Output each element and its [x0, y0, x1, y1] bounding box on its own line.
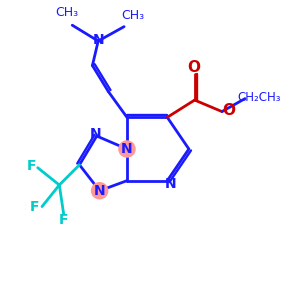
Text: O: O: [223, 103, 236, 118]
Text: N: N: [94, 184, 105, 198]
Text: F: F: [27, 159, 37, 173]
Text: CH₃: CH₃: [121, 9, 144, 22]
Text: N: N: [93, 33, 105, 46]
Text: CH₂CH₃: CH₂CH₃: [238, 91, 281, 104]
Circle shape: [92, 183, 108, 199]
Text: F: F: [30, 200, 40, 214]
Text: N: N: [121, 142, 133, 156]
Text: N: N: [164, 176, 176, 190]
Text: O: O: [188, 60, 200, 75]
Circle shape: [119, 141, 135, 157]
Text: N: N: [89, 127, 101, 141]
Text: F: F: [59, 212, 68, 226]
Text: CH₃: CH₃: [55, 6, 78, 20]
